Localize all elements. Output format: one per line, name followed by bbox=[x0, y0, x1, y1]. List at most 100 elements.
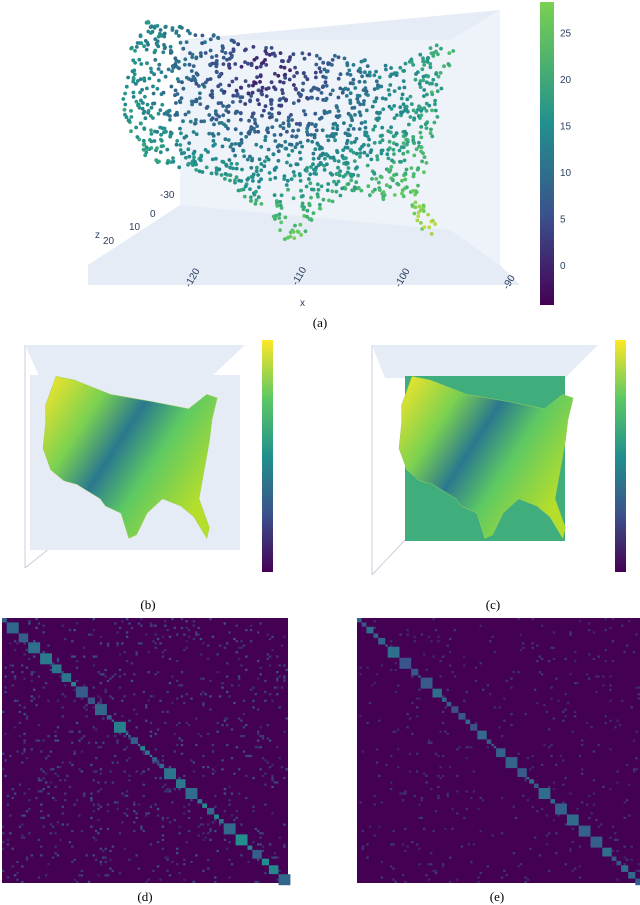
heatmap-cell bbox=[390, 865, 393, 868]
map-point bbox=[303, 112, 308, 117]
heatmap-cell bbox=[512, 671, 515, 674]
heatmap-cell bbox=[135, 651, 138, 654]
map-point bbox=[207, 113, 212, 117]
heatmap-cell bbox=[28, 620, 31, 623]
heatmap-cell bbox=[92, 664, 95, 667]
map-point bbox=[320, 85, 325, 89]
map-point bbox=[355, 151, 359, 156]
heatmap-cell bbox=[49, 664, 53, 667]
heatmap-cell bbox=[73, 803, 76, 806]
heatmap-cell bbox=[18, 825, 22, 828]
map-point bbox=[264, 46, 268, 50]
colorbar-tick-label: 25 bbox=[560, 29, 572, 40]
map-point bbox=[126, 118, 131, 123]
map-point bbox=[210, 55, 214, 60]
heatmap-cell bbox=[578, 754, 582, 758]
heatmap-cell bbox=[432, 830, 435, 833]
heatmap-cell bbox=[576, 807, 579, 811]
heatmap-cell bbox=[87, 633, 91, 636]
heatmap-cell bbox=[223, 719, 227, 722]
heatmap-cell bbox=[106, 735, 110, 738]
heatmap-cell bbox=[211, 750, 215, 753]
heatmap-cell bbox=[92, 726, 95, 729]
heatmap-cell bbox=[434, 629, 438, 632]
map-point bbox=[187, 154, 192, 159]
heatmap-cell bbox=[221, 686, 224, 689]
map-point bbox=[309, 195, 313, 200]
heatmap-cell bbox=[604, 629, 607, 632]
heatmap-cell bbox=[444, 730, 447, 733]
heatmap-cell bbox=[97, 746, 100, 749]
map-point bbox=[420, 159, 424, 164]
heatmap-block bbox=[491, 743, 494, 747]
map-point bbox=[314, 86, 319, 91]
heatmap-cell bbox=[226, 642, 229, 645]
heatmap-cell bbox=[406, 629, 409, 632]
map-point bbox=[199, 119, 204, 124]
map-point bbox=[300, 88, 305, 92]
map-point bbox=[263, 134, 268, 139]
heatmap-cell bbox=[125, 759, 129, 762]
heatmap-cell bbox=[106, 827, 110, 831]
heatmap-cell bbox=[240, 823, 243, 826]
heatmap-cell bbox=[399, 792, 402, 795]
map-point bbox=[241, 149, 246, 153]
heatmap-cell bbox=[207, 832, 210, 835]
map-point bbox=[352, 185, 357, 190]
map-point bbox=[334, 182, 339, 187]
map-point bbox=[331, 126, 335, 130]
map-point bbox=[254, 169, 259, 174]
heatmap-cell bbox=[180, 695, 184, 698]
heatmap-cell bbox=[123, 794, 126, 797]
map-point bbox=[380, 96, 385, 101]
map-point bbox=[216, 132, 221, 136]
heatmap-cell bbox=[404, 827, 407, 831]
map-point bbox=[446, 62, 451, 66]
map-point bbox=[311, 151, 316, 156]
heatmap-cell bbox=[430, 640, 433, 643]
heatmap-cell bbox=[590, 726, 593, 729]
map-point bbox=[380, 138, 385, 143]
heatmap-cell bbox=[64, 637, 67, 641]
map-point bbox=[388, 185, 392, 189]
map-point bbox=[385, 152, 390, 157]
heatmap-cell bbox=[164, 783, 167, 786]
heatmap-cell bbox=[531, 766, 534, 769]
map-point bbox=[414, 190, 419, 195]
heatmap-cell bbox=[111, 845, 114, 848]
map-point bbox=[389, 125, 393, 130]
heatmap-cell bbox=[218, 644, 222, 647]
map-point bbox=[288, 68, 292, 73]
heatmap-cell bbox=[418, 816, 421, 820]
heatmap-cell bbox=[552, 646, 556, 649]
heatmap-cell bbox=[195, 633, 198, 636]
heatmap-cell bbox=[109, 677, 112, 680]
map-point bbox=[238, 111, 243, 116]
heatmap-cell bbox=[59, 779, 62, 782]
heatmap-cell bbox=[259, 768, 262, 771]
heatmap-cell bbox=[21, 836, 24, 839]
heatmap-cell bbox=[187, 830, 191, 833]
map-point bbox=[430, 134, 435, 139]
heatmap-cell bbox=[373, 682, 376, 685]
map-point bbox=[221, 160, 226, 165]
heatmap-cell bbox=[588, 794, 591, 797]
heatmap-cell bbox=[230, 728, 234, 731]
heatmap-cell bbox=[11, 865, 14, 868]
map-point bbox=[387, 146, 392, 151]
heatmap-cell bbox=[4, 759, 7, 762]
map-point bbox=[294, 87, 298, 92]
heatmap-cell bbox=[503, 869, 506, 873]
map-point bbox=[257, 185, 261, 190]
heatmap-cell bbox=[548, 746, 551, 749]
heatmap-cell bbox=[597, 675, 600, 678]
heatmap-cell bbox=[380, 801, 383, 804]
heatmap-cell bbox=[180, 752, 184, 755]
heatmap-cell bbox=[425, 774, 428, 778]
heatmap-cell bbox=[623, 816, 626, 820]
map-point bbox=[323, 80, 328, 85]
map-point bbox=[391, 147, 396, 152]
heatmap-cell bbox=[4, 686, 7, 689]
map-point bbox=[208, 62, 213, 67]
heatmap-cell bbox=[463, 664, 466, 667]
